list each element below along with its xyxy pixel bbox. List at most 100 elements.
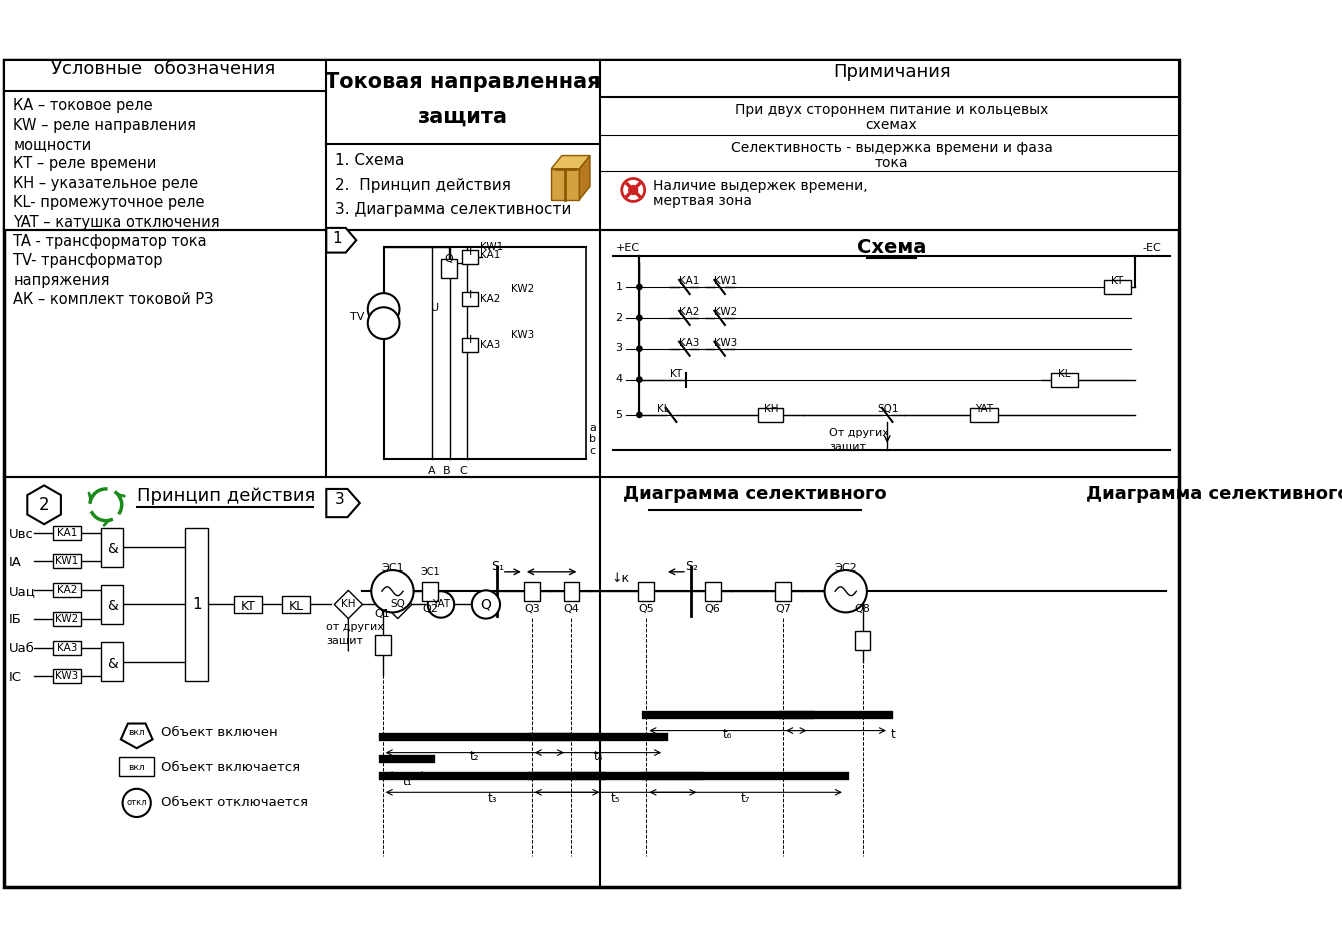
Bar (462, 293, 478, 307)
Text: Q4: Q4 (564, 603, 580, 614)
Text: мощности: мощности (13, 137, 91, 152)
Text: KA2: KA2 (479, 295, 501, 304)
Bar (1104, 280, 1130, 294)
Circle shape (636, 284, 641, 290)
Text: откл: откл (126, 798, 148, 808)
Text: KT: KT (670, 369, 683, 379)
Text: YAT – катушка отключения: YAT – катушка отключения (13, 215, 220, 230)
Text: YAT: YAT (976, 404, 993, 414)
Text: KA1: KA1 (56, 528, 78, 538)
Text: KH: KH (341, 599, 356, 610)
Bar (705, 581, 721, 601)
Text: IА: IА (9, 556, 21, 569)
Bar (855, 631, 871, 651)
Text: Uац: Uац (9, 585, 36, 599)
Text: KL- промежуточное реле: KL- промежуточное реле (13, 195, 205, 210)
Text: KL: KL (289, 599, 303, 613)
Text: SQ: SQ (391, 599, 405, 610)
Text: IБ: IБ (9, 614, 21, 626)
Text: 4: 4 (616, 374, 623, 384)
Text: U: U (431, 303, 439, 313)
Text: KW3: KW3 (55, 670, 79, 681)
Bar (442, 259, 456, 278)
Text: Q5: Q5 (639, 603, 655, 614)
Text: KA1: KA1 (679, 277, 699, 286)
Text: защит: защит (326, 635, 364, 645)
Text: t₄: t₄ (593, 750, 603, 763)
Bar (1051, 372, 1078, 386)
Text: АК – комплект токовой РЗ: АК – комплект токовой РЗ (13, 293, 213, 307)
Text: Наличие выдержек времени,: Наличие выдержек времени, (652, 179, 867, 193)
Bar (970, 408, 998, 422)
Text: 1: 1 (616, 281, 623, 292)
Text: 3: 3 (334, 492, 345, 508)
Text: KA3: KA3 (679, 338, 699, 348)
Text: Примичания: Примичания (833, 63, 950, 81)
Text: KW – реле направления: KW – реле направления (13, 117, 196, 133)
Text: t₆: t₆ (723, 728, 733, 741)
Text: C: C (459, 466, 467, 476)
Text: KA2: KA2 (56, 585, 78, 596)
Bar (523, 581, 539, 601)
Bar (462, 250, 478, 264)
Text: t₂: t₂ (470, 750, 479, 763)
Text: SQ1: SQ1 (878, 404, 899, 414)
Circle shape (621, 178, 644, 202)
Circle shape (636, 315, 641, 320)
Circle shape (368, 307, 400, 339)
Text: KW3: KW3 (510, 330, 534, 340)
Text: Объект включается: Объект включается (161, 761, 301, 774)
Polygon shape (552, 169, 580, 200)
Text: 1: 1 (331, 231, 342, 246)
Text: a: a (589, 422, 596, 433)
Bar (776, 581, 790, 601)
Circle shape (636, 346, 641, 351)
Text: t₇: t₇ (741, 793, 750, 805)
Text: от других: от других (326, 622, 384, 632)
Text: Объект включен: Объект включен (161, 725, 278, 739)
Text: c: c (589, 446, 596, 456)
Text: Q3: Q3 (523, 603, 539, 614)
Polygon shape (580, 155, 590, 200)
Bar (423, 581, 439, 601)
Text: KA1: KA1 (479, 250, 501, 260)
Bar (234, 596, 262, 614)
Polygon shape (384, 590, 412, 618)
Text: KA2: KA2 (679, 307, 699, 317)
Text: ЭС2: ЭС2 (835, 563, 858, 573)
Text: KW2: KW2 (55, 614, 79, 623)
Text: Q7: Q7 (776, 603, 790, 614)
Text: &: & (106, 599, 117, 614)
Text: KA3: KA3 (479, 340, 501, 350)
Circle shape (629, 186, 637, 194)
Bar (374, 635, 391, 654)
Text: TV- трансформатор: TV- трансформатор (13, 254, 162, 268)
Text: &: & (106, 656, 117, 670)
Text: I: I (468, 290, 471, 299)
Text: b: b (589, 435, 596, 444)
Text: 5: 5 (616, 409, 623, 420)
Text: t₁: t₁ (403, 775, 412, 788)
Text: TV: TV (350, 312, 364, 322)
Bar (52, 612, 81, 626)
Text: Токовая направленная: Токовая направленная (325, 72, 601, 92)
Bar (119, 757, 154, 777)
Text: защит: защит (829, 441, 866, 452)
Bar (52, 583, 81, 598)
Text: 1. Схема: 1. Схема (336, 152, 404, 168)
Text: &: & (106, 542, 117, 556)
Text: Принцип действия: Принцип действия (137, 487, 315, 505)
Circle shape (428, 591, 454, 617)
Text: KW3: KW3 (714, 338, 738, 348)
Text: KL: KL (658, 404, 670, 414)
Circle shape (122, 789, 150, 817)
Circle shape (636, 377, 641, 383)
Text: I: I (468, 247, 471, 258)
Text: Диаграмма селективного: Диаграмма селективного (623, 486, 887, 504)
Text: KW1: KW1 (55, 556, 79, 566)
Text: KH: KH (764, 404, 778, 414)
Text: защита: защита (417, 107, 509, 127)
Text: KT: KT (1111, 277, 1123, 286)
Text: КА – токовое реле: КА – токовое реле (13, 98, 153, 114)
Text: Селективность - выдержка времени и фаза: Селективность - выдержка времени и фаза (730, 141, 1052, 155)
